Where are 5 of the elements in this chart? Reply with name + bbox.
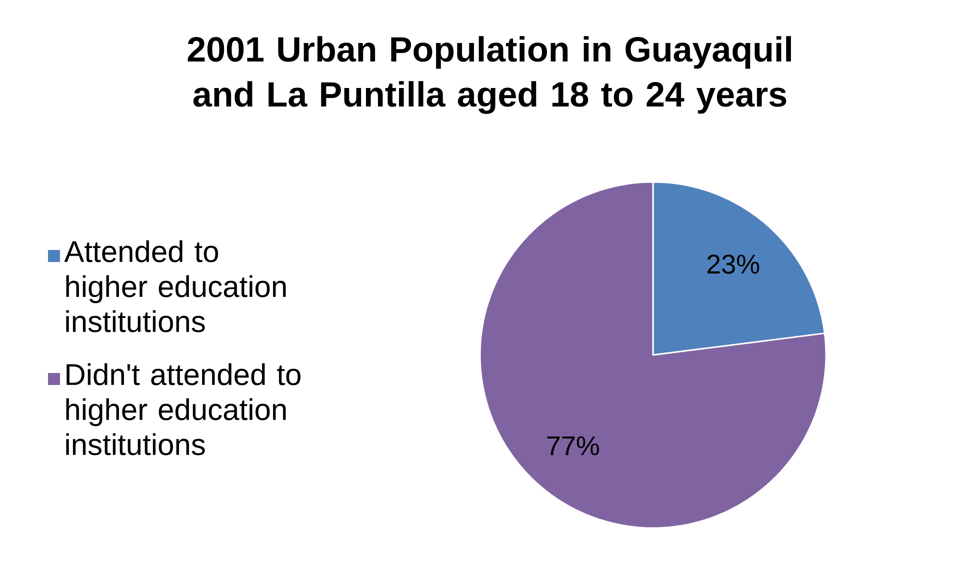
- data-label: 23%: [707, 254, 760, 274]
- data-label: 77%: [547, 436, 599, 456]
- legend-label: Didn't attended to higher education institutions: [66, 363, 300, 456]
- chart-title: 2001 Urban Population in Guayaquil and La Puntilla aged 18 to 24 years: [188, 36, 791, 114]
- legend-label: Attended to higher education institutions: [64, 240, 286, 332]
